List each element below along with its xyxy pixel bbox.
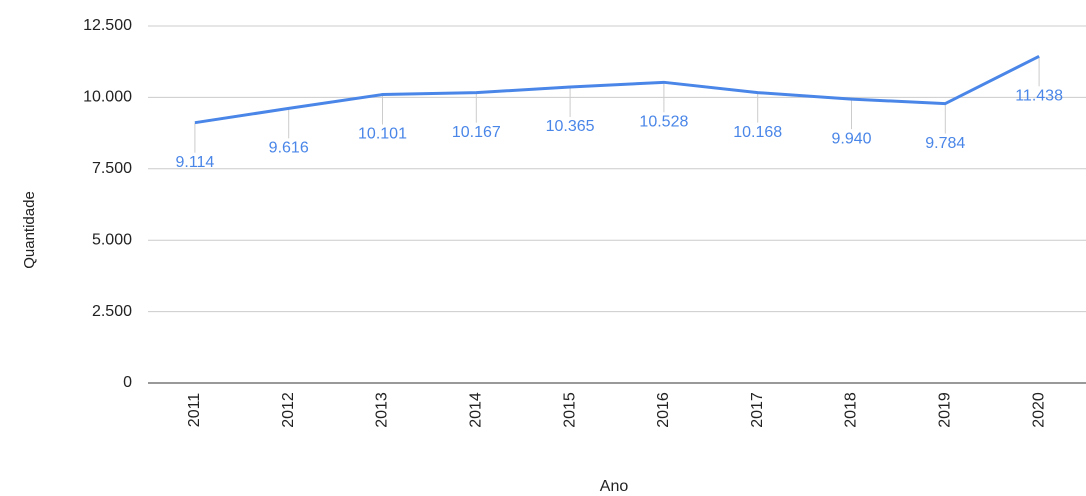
x-tick-label: 2011: [186, 393, 203, 428]
data-label: 9.616: [269, 140, 309, 157]
y-tick-label: 7.500: [92, 160, 132, 177]
data-label: 9.940: [831, 130, 871, 147]
x-axis-title: Ano: [600, 478, 629, 495]
y-tick-label: 5.000: [92, 231, 132, 248]
data-label: 10.528: [639, 114, 688, 131]
x-tick-label: 2018: [843, 392, 860, 428]
x-tick-label: 2012: [280, 392, 297, 428]
y-tick-label: 10.000: [83, 89, 132, 106]
x-tick-label: 2015: [561, 392, 578, 428]
line: [194, 54, 1040, 125]
x-tick-label: 2014: [468, 392, 485, 428]
data-label: 9.114: [175, 154, 214, 171]
y-tick-label: 12.500: [83, 17, 132, 34]
x-tick-label: 2016: [655, 392, 672, 428]
data-label: 10.168: [733, 124, 782, 141]
y-tick-label: 0: [123, 374, 132, 391]
data-label: 10.365: [546, 118, 595, 135]
y-tick-label: 2.500: [92, 303, 132, 320]
data-label: 11.438: [1015, 88, 1063, 105]
x-tick-label: 2019: [937, 392, 954, 428]
x-tick-label: 2017: [749, 392, 766, 428]
x-tick-label: 2020: [1030, 392, 1047, 428]
y-axis-title: Quantidade: [21, 191, 38, 269]
x-tick-label: 2013: [374, 392, 391, 428]
data-label: 10.101: [358, 126, 407, 143]
data-label: 9.784: [925, 135, 965, 152]
data-label: 10.167: [452, 124, 501, 141]
